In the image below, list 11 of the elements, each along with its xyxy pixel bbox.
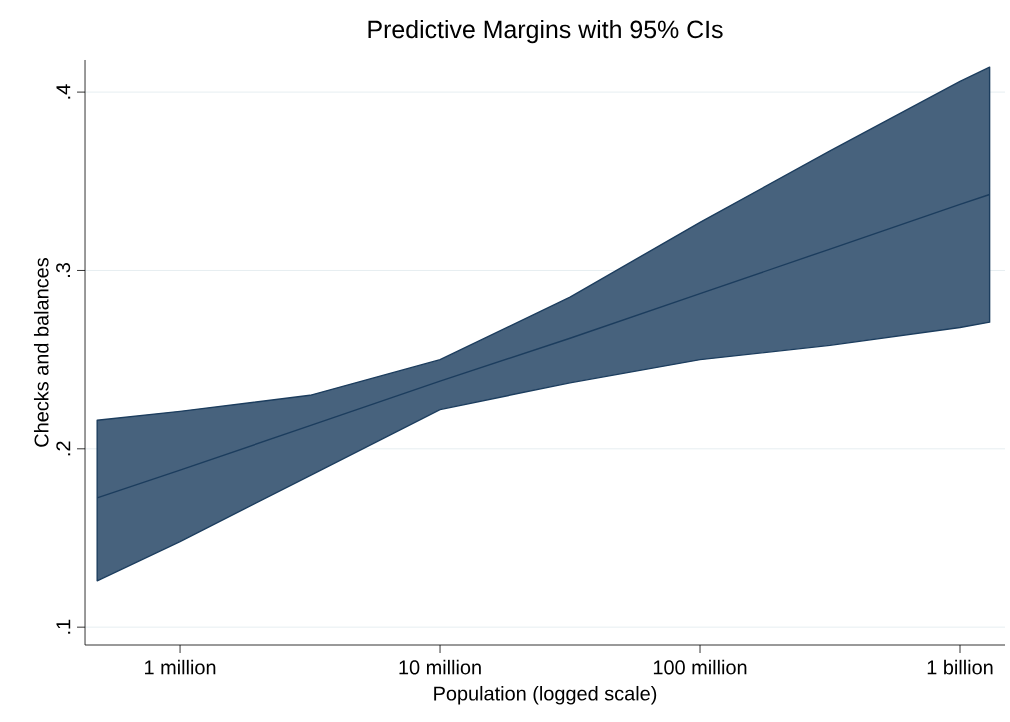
y-tick-label: .1 bbox=[56, 619, 71, 634]
x-tick-label: 10 million bbox=[399, 659, 481, 675]
y-axis-title: Checks and balances bbox=[33, 258, 49, 447]
x-tick-label: 1 billion bbox=[927, 659, 993, 675]
chart-title: Predictive Margins with 95% CIs bbox=[368, 19, 723, 44]
y-tick-label: .3 bbox=[56, 263, 71, 277]
x-tick-label: 1 million bbox=[145, 659, 216, 675]
x-axis-title: Population (logged scale) bbox=[434, 685, 657, 705]
y-tick-label: .2 bbox=[56, 441, 71, 456]
x-tick-label: 100 million bbox=[653, 659, 747, 675]
y-tick-label: .4 bbox=[56, 84, 71, 99]
